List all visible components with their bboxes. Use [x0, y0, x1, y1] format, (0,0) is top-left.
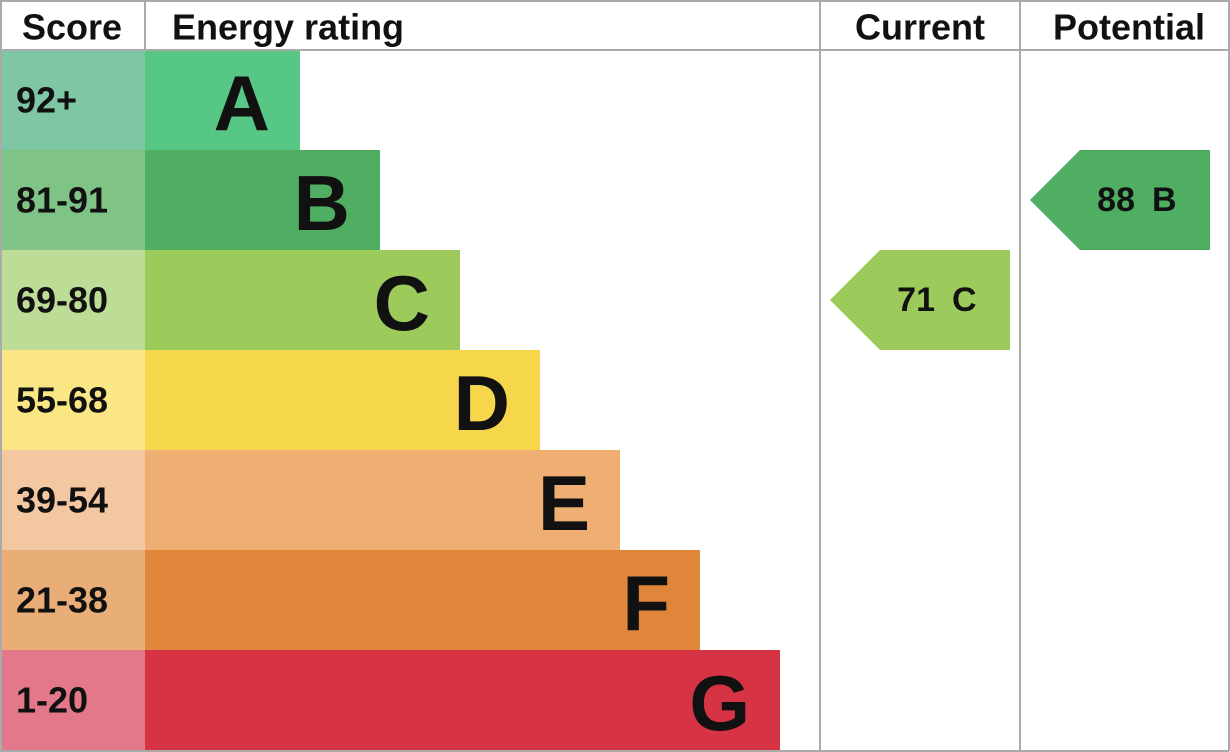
- score-cell: [0, 450, 145, 550]
- score-label: 92+: [16, 80, 77, 121]
- rating-bar: [145, 450, 620, 550]
- score-label: 1-20: [16, 680, 88, 721]
- rating-bar: [145, 650, 780, 750]
- score-cell: [0, 50, 145, 150]
- current-letter: C: [952, 281, 977, 319]
- rating-letter: A: [214, 59, 270, 147]
- score-label: 81-91: [16, 180, 108, 221]
- rating-bar: [145, 350, 540, 450]
- rating-bar: [145, 150, 380, 250]
- header-score: Score: [22, 7, 122, 48]
- score-cell: [0, 250, 145, 350]
- current-value: 71: [897, 281, 935, 319]
- rating-letter: C: [374, 259, 430, 347]
- score-label: 69-80: [16, 280, 108, 321]
- rating-bar: [145, 50, 300, 150]
- score-label: 39-54: [16, 480, 108, 521]
- potential-letter: B: [1152, 181, 1177, 219]
- rating-letter: G: [689, 659, 750, 747]
- score-cell: [0, 350, 145, 450]
- rating-letter: D: [454, 359, 510, 447]
- potential-arrow: [1030, 150, 1210, 250]
- header-potential: Potential: [1053, 7, 1205, 48]
- rating-bar: [145, 550, 700, 650]
- potential-value: 88: [1097, 181, 1135, 219]
- header-current: Current: [855, 7, 985, 48]
- score-label: 21-38: [16, 580, 108, 621]
- rating-letter: F: [622, 559, 670, 647]
- score-cell: [0, 150, 145, 250]
- rating-letter: B: [294, 159, 350, 247]
- rating-bar: [145, 250, 460, 350]
- score-cell: [0, 550, 145, 650]
- score-cell: [0, 650, 145, 750]
- current-arrow: [830, 250, 1010, 350]
- header-rating: Energy rating: [172, 7, 404, 48]
- rating-letter: E: [538, 459, 590, 547]
- score-label: 55-68: [16, 380, 108, 421]
